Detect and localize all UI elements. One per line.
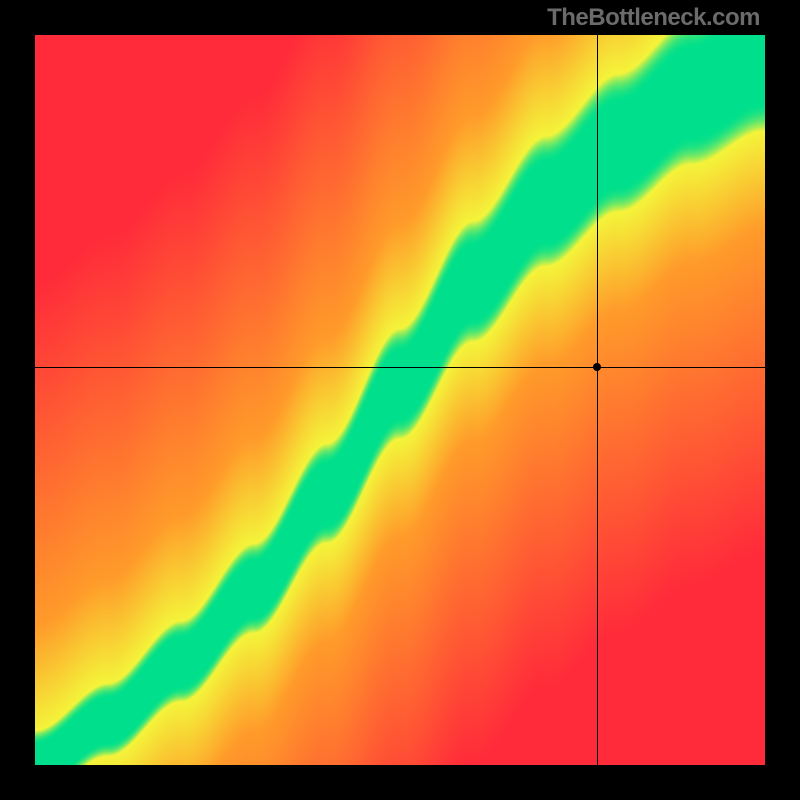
crosshair-horizontal-line (35, 367, 765, 368)
heatmap-plot-area (35, 35, 765, 765)
bottleneck-heatmap (35, 35, 765, 765)
watermark-text: TheBottleneck.com (547, 4, 760, 32)
crosshair-marker-dot (593, 363, 601, 371)
crosshair-vertical-line (597, 35, 598, 765)
